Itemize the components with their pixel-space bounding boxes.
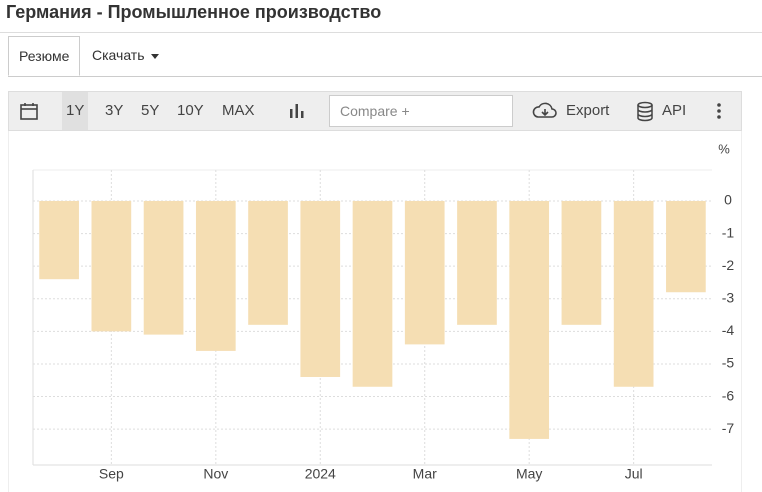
bar: [352, 200, 393, 387]
caret: [150, 53, 159, 59]
y-tick-label: -1: [722, 224, 735, 240]
y-tick-label: -6: [722, 387, 735, 403]
x-tick-label: Mar: [413, 466, 437, 482]
x-tick-label: 2024: [305, 466, 336, 482]
calendar-icon[interactable]: [19, 101, 39, 139]
bar: [248, 200, 288, 325]
tab-label: Скачать: [92, 47, 145, 63]
range-button[interactable]: 10Y: [177, 102, 204, 119]
bar: [404, 200, 445, 345]
range-button[interactable]: 5Y: [141, 102, 160, 119]
chart: % 0 -1 -2 -3 -4 -5 -6 -7 Sep Nov 2024 Mar May Jul: [32, 141, 735, 482]
tab-download[interactable]: Скачать: [82, 36, 169, 76]
toolbar: 1Y 3Y 5Y 10Y MAX Compare + Export API: [8, 91, 742, 131]
bar: [39, 200, 79, 280]
range-button[interactable]: 1Y: [62, 92, 89, 130]
bar: [457, 200, 497, 325]
divider: [0, 32, 762, 33]
bar: [613, 200, 654, 387]
x-tick-label: Sep: [99, 466, 124, 482]
bar: [509, 200, 550, 439]
chart-type-icon[interactable]: [287, 101, 307, 139]
compare-input[interactable]: Compare +: [329, 95, 513, 127]
page-title: Германия - Промышленное производство: [6, 2, 382, 22]
bar: [666, 200, 706, 293]
range-button[interactable]: 3Y: [105, 102, 124, 119]
api-button[interactable]: API: [662, 102, 687, 119]
x-tick-label: Jul: [625, 466, 643, 482]
bar: [91, 200, 132, 332]
chart-box: [8, 131, 742, 492]
bar: [561, 200, 602, 325]
export-button[interactable]: Export: [566, 102, 610, 119]
y-tick-label: -2: [722, 257, 735, 273]
api-icon[interactable]: [635, 101, 655, 139]
range-button[interactable]: MAX: [222, 102, 255, 119]
more-icon[interactable]: [714, 101, 724, 139]
y-tick-label: -4: [722, 322, 735, 338]
tab[interactable]: Резюме: [8, 36, 81, 76]
tab-bar: Резюме Скачать: [8, 36, 762, 77]
bar: [143, 200, 184, 335]
y-tick-label: 0: [724, 192, 732, 208]
x-tick-label: Nov: [203, 466, 228, 482]
y-unit: %: [718, 141, 730, 156]
x-tick-label: May: [516, 466, 542, 482]
bar: [300, 200, 341, 377]
bar: [195, 200, 236, 351]
export-icon[interactable]: [532, 101, 558, 139]
y-tick-label: -7: [722, 420, 735, 436]
y-tick-label: -3: [722, 289, 735, 305]
y-tick-label: -5: [722, 355, 735, 371]
